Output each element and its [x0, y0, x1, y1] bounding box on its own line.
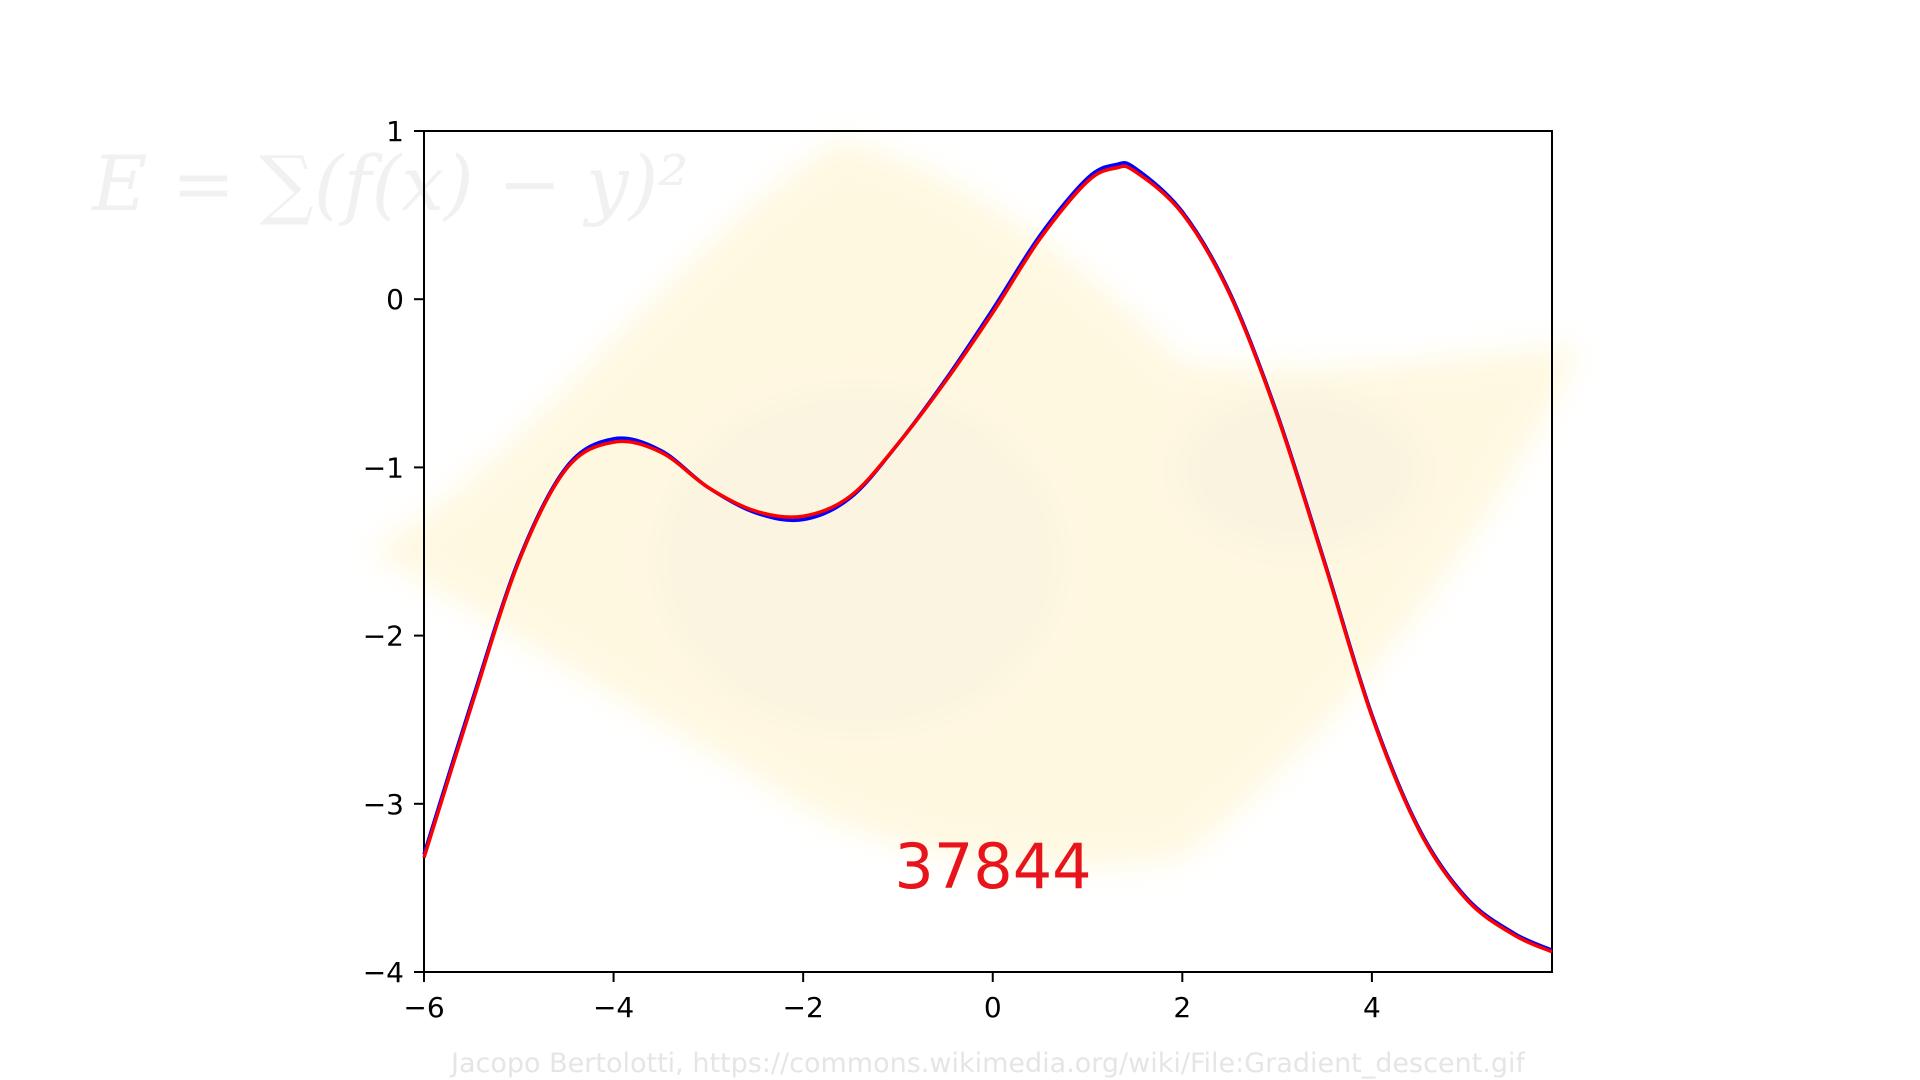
axis-ticks: −6 −4 −2 0 2 4−4−3−2−101 [363, 115, 1381, 1024]
watermark-credit: Jacopo Bertolotti, https://commons.wikim… [449, 1048, 1526, 1079]
x-tick-label: 0 [984, 991, 1002, 1024]
plot-area-frame [423, 130, 1553, 973]
x-tick-label: −2 [783, 991, 824, 1024]
y-tick-label: −1 [363, 451, 404, 484]
series-lines [422, 161, 1553, 954]
x-tick-label: 4 [1363, 991, 1381, 1024]
fitted-curve-line [422, 164, 1553, 954]
y-tick-label: −4 [363, 956, 404, 989]
y-tick-label: 1 [386, 115, 404, 148]
y-tick-label: −2 [363, 620, 404, 653]
x-tick-label: −6 [403, 991, 444, 1024]
y-tick-label: −3 [363, 788, 404, 821]
x-tick-label: −4 [593, 991, 634, 1024]
y-tick-label: 0 [386, 283, 404, 316]
background-surface-image [370, 140, 1580, 867]
x-tick-label: 2 [1173, 991, 1191, 1024]
watermark-formula: E = ∑(f(x) − y)² [90, 139, 689, 228]
iteration-counter: 37844 [894, 830, 1091, 903]
